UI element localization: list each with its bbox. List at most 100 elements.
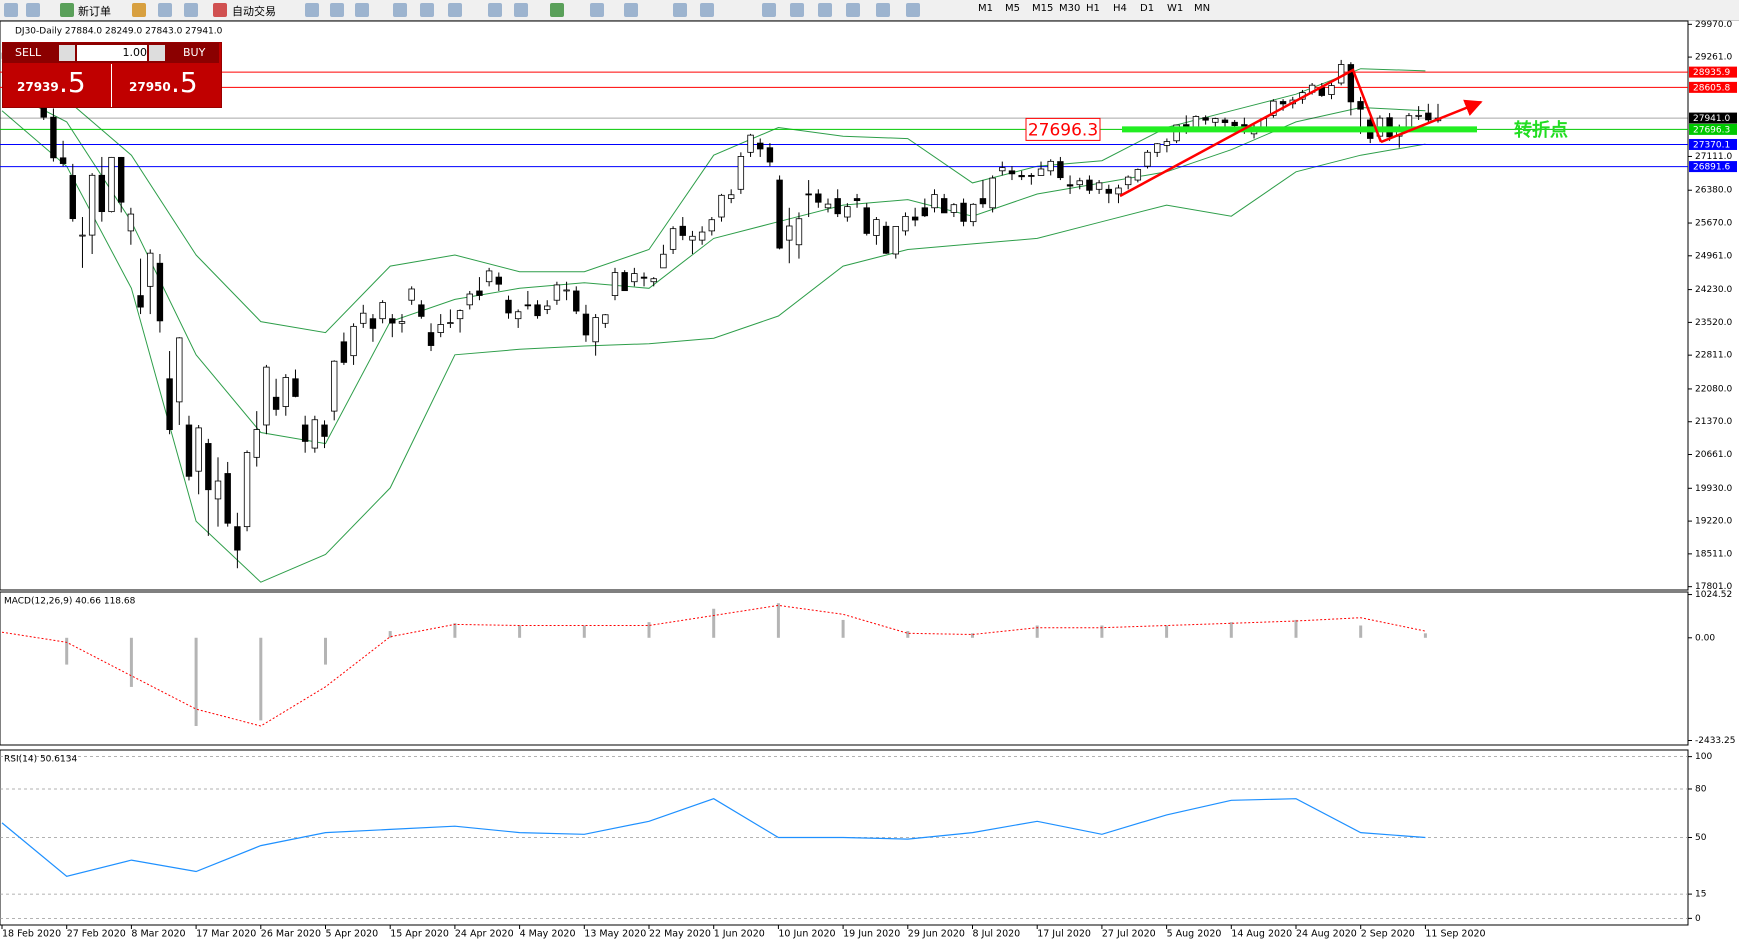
timeframe-button[interactable]: MN [1194, 3, 1211, 14]
buy-price-box[interactable]: 27950 .5 [113, 64, 221, 107]
y-tick-label: 50 [1695, 833, 1707, 843]
timeframe-button[interactable]: M5 [1005, 3, 1020, 14]
timeframe-button[interactable]: W1 [1167, 3, 1184, 14]
icon[interactable] [420, 3, 434, 17]
candle-body [1134, 169, 1142, 181]
icon[interactable] [330, 3, 344, 17]
candle-body [398, 321, 406, 324]
icon[interactable] [700, 3, 714, 17]
sell-button[interactable]: SELL [15, 46, 42, 59]
candle-body [1328, 85, 1335, 95]
level-tag [1689, 123, 1737, 135]
candle-body [757, 142, 764, 150]
candle-body [621, 272, 628, 292]
icon[interactable] [762, 3, 776, 17]
icon[interactable] [590, 3, 604, 17]
candle-body [127, 213, 135, 232]
timeframe-button[interactable]: H4 [1113, 3, 1127, 14]
icon[interactable] [448, 3, 462, 17]
icon[interactable] [393, 3, 407, 17]
rsi-line [1, 798, 1426, 877]
timeframe-button[interactable]: M15 [1032, 3, 1054, 14]
rsi-header: RSI(14) 50.6134 [4, 755, 77, 765]
volume-input[interactable]: 1.00 [77, 45, 147, 61]
y-tick-label: 21370.0 [1695, 417, 1732, 427]
toolbar: 新订单 自动交易 M1 M5 M15 M30 H1 H4 D1 W1 MN [0, 0, 1739, 21]
macd-header: MACD(12,26,9) 40.66 118.68 [4, 597, 136, 607]
y-tick-label: 25670.0 [1695, 219, 1732, 229]
candle-body [689, 235, 696, 241]
timeframe-button[interactable]: M30 [1059, 3, 1081, 14]
icon[interactable] [305, 3, 319, 17]
candle-body [999, 167, 1006, 172]
y-tick-label: 80 [1695, 784, 1707, 794]
icon[interactable] [876, 3, 890, 17]
timeframe-button[interactable]: M1 [978, 3, 993, 14]
candle-body [1154, 143, 1161, 153]
icon[interactable] [355, 3, 369, 17]
icon[interactable] [550, 3, 564, 17]
y-tick-label: 26380.0 [1695, 186, 1732, 196]
icon[interactable] [26, 3, 40, 17]
icon[interactable] [60, 3, 74, 17]
candle-body [815, 193, 822, 203]
icon[interactable] [4, 3, 18, 17]
candle-body [902, 216, 909, 232]
icon[interactable] [213, 3, 227, 17]
icon[interactable] [846, 3, 860, 17]
candle-body [582, 313, 590, 336]
toolbar-button[interactable]: 自动交易 [232, 5, 276, 18]
candle-body [950, 204, 958, 213]
level-tag-label: 27941.0 [1693, 114, 1730, 124]
y-tick-label: 100 [1695, 752, 1712, 762]
candle-body [505, 299, 512, 314]
candle-body [524, 304, 532, 307]
icon[interactable] [184, 3, 198, 17]
candle-body [805, 193, 812, 196]
x-tick-label: 10 Jun 2020 [778, 929, 835, 940]
candle-body [466, 293, 473, 306]
candle-body [243, 452, 251, 528]
volume-up[interactable] [149, 45, 165, 61]
icon[interactable] [818, 3, 832, 17]
main-panel [0, 20, 1689, 591]
timeframe-button[interactable]: D1 [1140, 3, 1155, 14]
candle-body [718, 194, 725, 218]
candle-body [147, 252, 154, 287]
candle-body [1212, 118, 1219, 123]
trade-panel: SELL 1.00 BUY 27939 .5 27950 .5 [2, 42, 222, 108]
icon[interactable] [488, 3, 502, 17]
candle-body [331, 360, 338, 412]
candle-body [1047, 160, 1054, 172]
icon[interactable] [673, 3, 687, 17]
candle-body [1405, 115, 1413, 128]
timeframe-button[interactable]: H1 [1086, 3, 1100, 14]
candle-body [205, 443, 212, 491]
icon[interactable] [514, 3, 528, 17]
level-box-label: 27696.3 [1028, 120, 1098, 140]
macd-chart: 1024.52 0.00 -2433.25 [1, 590, 1735, 746]
candle-body [873, 219, 880, 236]
candle-body [931, 194, 938, 209]
candle-body [1076, 180, 1083, 186]
candle-body [311, 419, 319, 449]
icon[interactable] [790, 3, 804, 17]
icon[interactable] [158, 3, 172, 17]
icon[interactable] [132, 3, 146, 17]
y-tick-label: 17801.0 [1695, 582, 1732, 592]
candle-body [69, 175, 76, 219]
y-tick-label: 27111.0 [1695, 152, 1732, 162]
level-box [1025, 117, 1101, 141]
sell-price-box[interactable]: 27939 .5 [3, 64, 112, 107]
icon[interactable] [906, 3, 920, 17]
candle-body [117, 156, 125, 203]
icon[interactable] [624, 3, 638, 17]
volume-down[interactable] [59, 45, 75, 61]
buy-button[interactable]: BUY [183, 46, 206, 59]
candle-body [321, 424, 328, 437]
toolbar-button[interactable]: 新订单 [78, 5, 111, 18]
candle-body [882, 225, 890, 254]
candle-body [263, 366, 270, 426]
x-tick-label: 19 Jun 2020 [843, 929, 900, 940]
candle-body [1144, 151, 1151, 167]
